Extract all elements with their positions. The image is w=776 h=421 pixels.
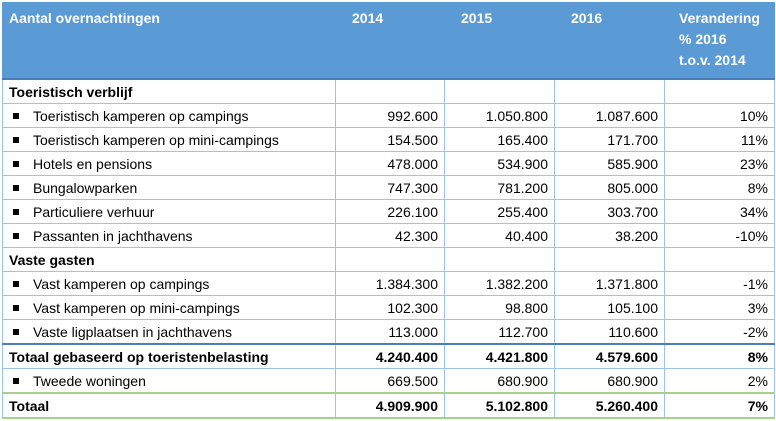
cell-change: 2% bbox=[664, 368, 775, 394]
bullet-icon bbox=[13, 232, 19, 239]
section-title: Vaste gasten bbox=[2, 247, 336, 272]
cell-2016: 680.900 bbox=[554, 368, 665, 394]
row-label: Vaste ligplaatsen in jachthavens bbox=[2, 319, 336, 345]
table-row: Vaste ligplaatsen in jachthavens 113.000… bbox=[2, 319, 775, 345]
total-label: Totaal bbox=[2, 392, 336, 419]
cell-2014: 154.500 bbox=[335, 127, 445, 152]
row-label: Particuliere verhuur bbox=[2, 199, 336, 224]
cell-change: -2% bbox=[664, 319, 775, 345]
cell-change: -10% bbox=[664, 223, 775, 248]
cell-2016: 303.700 bbox=[554, 199, 665, 224]
cell-2015: 680.900 bbox=[444, 368, 555, 394]
cell-2014: 226.100 bbox=[335, 199, 445, 224]
subtotal-2016: 4.579.600 bbox=[554, 343, 665, 369]
bullet-icon bbox=[13, 280, 19, 287]
header-year-2015: 2015 bbox=[444, 2, 555, 80]
cell-change: 23% bbox=[664, 151, 775, 176]
cell-2015: 1.382.200 bbox=[444, 271, 555, 296]
header-year-2014: 2014 bbox=[335, 2, 445, 80]
cell-2015: 781.200 bbox=[444, 175, 555, 200]
row-label: Toeristisch kamperen op campings bbox=[2, 103, 336, 128]
header-change-line3: t.o.v. 2014 bbox=[679, 52, 746, 68]
table-row: Hotels en pensions 478.000 534.900 585.9… bbox=[2, 151, 775, 176]
subtotal-2015: 4.421.800 bbox=[444, 343, 555, 369]
cell-2014: 747.300 bbox=[335, 175, 445, 200]
header-change-line1: Verandering bbox=[679, 10, 760, 26]
bullet-icon bbox=[13, 136, 19, 143]
bullet-icon bbox=[13, 208, 19, 215]
row-label: Bungalowparken bbox=[2, 175, 336, 200]
total-2015: 5.102.800 bbox=[444, 392, 555, 419]
table-row: Bungalowparken 747.300 781.200 805.000 8… bbox=[2, 175, 775, 200]
bullet-icon bbox=[13, 377, 19, 384]
section-row-toeristisch: Toeristisch verblijf bbox=[2, 78, 775, 104]
cell-2016: 1.371.800 bbox=[554, 271, 665, 296]
subtotal-label: Totaal gebaseerd op toeristenbelasting bbox=[2, 343, 336, 369]
cell-2014: 992.600 bbox=[335, 103, 445, 128]
bullet-icon bbox=[13, 184, 19, 191]
header-change: Verandering % 2016 t.o.v. 2014 bbox=[664, 2, 775, 80]
total-row: Totaal 4.909.900 5.102.800 5.260.400 7% bbox=[2, 392, 775, 419]
row-label: Tweede woningen bbox=[2, 368, 336, 394]
table-row: Vast kamperen op mini-campings 102.300 9… bbox=[2, 295, 775, 320]
cell-2016: 171.700 bbox=[554, 127, 665, 152]
row-label: Hotels en pensions bbox=[2, 151, 336, 176]
cell-2015: 534.900 bbox=[444, 151, 555, 176]
cell-2014: 42.300 bbox=[335, 223, 445, 248]
bullet-icon bbox=[13, 304, 19, 311]
cell-2016: 110.600 bbox=[554, 319, 665, 345]
table-row: Particuliere verhuur 226.100 255.400 303… bbox=[2, 199, 775, 224]
cell-2015: 98.800 bbox=[444, 295, 555, 320]
cell-2014: 669.500 bbox=[335, 368, 445, 394]
cell-change: 3% bbox=[664, 295, 775, 320]
cell-2016: 38.200 bbox=[554, 223, 665, 248]
cell-2016: 805.000 bbox=[554, 175, 665, 200]
subtotal-row: Totaal gebaseerd op toeristenbelasting 4… bbox=[2, 343, 775, 369]
header-year-2016: 2016 bbox=[554, 2, 665, 80]
row-label: Passanten in jachthavens bbox=[2, 223, 336, 248]
cell-change: -1% bbox=[664, 271, 775, 296]
table-row: Passanten in jachthavens 42.300 40.400 3… bbox=[2, 223, 775, 248]
cell-2016: 585.900 bbox=[554, 151, 665, 176]
cell-2015: 112.700 bbox=[444, 319, 555, 345]
cell-change: 10% bbox=[664, 103, 775, 128]
table-row: Vast kamperen op campings 1.384.300 1.38… bbox=[2, 271, 775, 296]
table-row: Toeristisch kamperen op campings 992.600… bbox=[2, 103, 775, 128]
header-label: Aantal overnachtingen bbox=[2, 2, 336, 80]
table-row: Tweede woningen 669.500 680.900 680.900 … bbox=[2, 368, 775, 394]
bullet-icon bbox=[13, 160, 19, 167]
section-row-vaste-gasten: Vaste gasten bbox=[2, 247, 775, 272]
row-label: Vast kamperen op mini-campings bbox=[2, 295, 336, 320]
bullet-icon bbox=[13, 328, 19, 335]
subtotal-change: 8% bbox=[664, 343, 775, 369]
cell-2015: 165.400 bbox=[444, 127, 555, 152]
subtotal-2014: 4.240.400 bbox=[335, 343, 445, 369]
row-label: Toeristisch kamperen op mini-campings bbox=[2, 127, 336, 152]
cell-change: 8% bbox=[664, 175, 775, 200]
cell-change: 11% bbox=[664, 127, 775, 152]
header-row: Aantal overnachtingen 2014 2015 2016 Ver… bbox=[2, 2, 775, 80]
cell-2014: 478.000 bbox=[335, 151, 445, 176]
cell-change: 34% bbox=[664, 199, 775, 224]
header-change-line2: % 2016 bbox=[679, 31, 727, 47]
section-title: Toeristisch verblijf bbox=[2, 78, 336, 104]
bullet-icon bbox=[13, 112, 19, 119]
cell-2015: 255.400 bbox=[444, 199, 555, 224]
cell-2014: 102.300 bbox=[335, 295, 445, 320]
cell-2015: 40.400 bbox=[444, 223, 555, 248]
cell-2016: 1.087.600 bbox=[554, 103, 665, 128]
cell-2014: 1.384.300 bbox=[335, 271, 445, 296]
cell-2015: 1.050.800 bbox=[444, 103, 555, 128]
cell-2016: 105.100 bbox=[554, 295, 665, 320]
row-label: Vast kamperen op campings bbox=[2, 271, 336, 296]
cell-2014: 113.000 bbox=[335, 319, 445, 345]
total-change: 7% bbox=[664, 392, 775, 419]
total-2016: 5.260.400 bbox=[554, 392, 665, 419]
total-2014: 4.909.900 bbox=[335, 392, 445, 419]
table-row: Toeristisch kamperen op mini-campings 15… bbox=[2, 127, 775, 152]
